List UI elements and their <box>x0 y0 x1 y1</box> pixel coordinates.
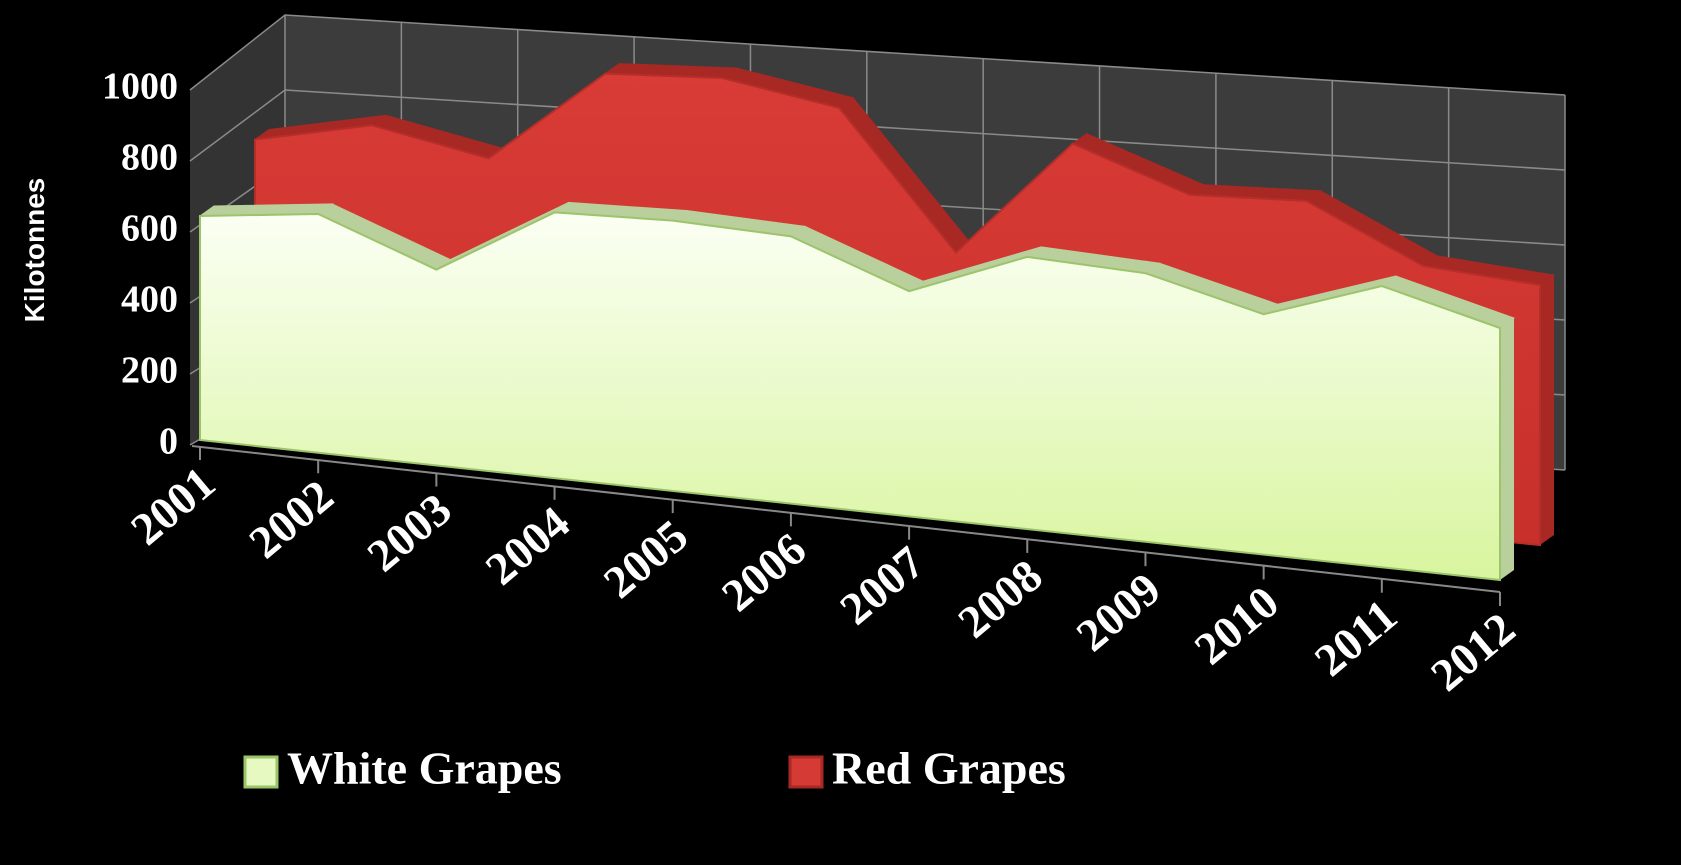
area-side <box>1540 275 1554 545</box>
y-tick-label: 0 <box>159 421 178 463</box>
y-tick-label: 1000 <box>102 66 178 108</box>
y-tick-label: 200 <box>121 350 178 392</box>
x-tick-label: 2007 <box>830 536 933 634</box>
x-tick-label: 2001 <box>121 457 224 555</box>
legend-label: White Grapes <box>287 743 562 794</box>
x-tick-label: 2012 <box>1421 603 1524 701</box>
x-axis <box>191 445 1501 593</box>
legend-label: Red Grapes <box>832 743 1066 794</box>
legend-item: White Grapes <box>243 743 562 794</box>
x-tick-label: 2003 <box>358 483 461 581</box>
x-tick-label: 2009 <box>1067 563 1170 661</box>
y-axis-title: Kilotonnes <box>19 178 50 323</box>
area-side <box>1500 318 1514 580</box>
x-tick-label: 2006 <box>712 523 815 621</box>
plot <box>198 63 1556 582</box>
y-tick-label: 400 <box>121 279 178 321</box>
y-tick-label: 800 <box>121 137 178 179</box>
legend-swatch <box>788 755 824 789</box>
x-tick-label: 2004 <box>476 496 579 594</box>
x-tick-label: 2011 <box>1305 589 1406 686</box>
y-tick-label: 600 <box>121 208 178 250</box>
x-tick-label: 2002 <box>239 470 342 568</box>
area <box>199 211 1501 582</box>
x-tick-label: 2005 <box>594 510 697 608</box>
legend-swatch <box>243 755 279 789</box>
legend-item: Red Grapes <box>788 743 1066 794</box>
x-tick-label: 2008 <box>948 550 1051 648</box>
x-tick-label: 2010 <box>1185 576 1288 674</box>
